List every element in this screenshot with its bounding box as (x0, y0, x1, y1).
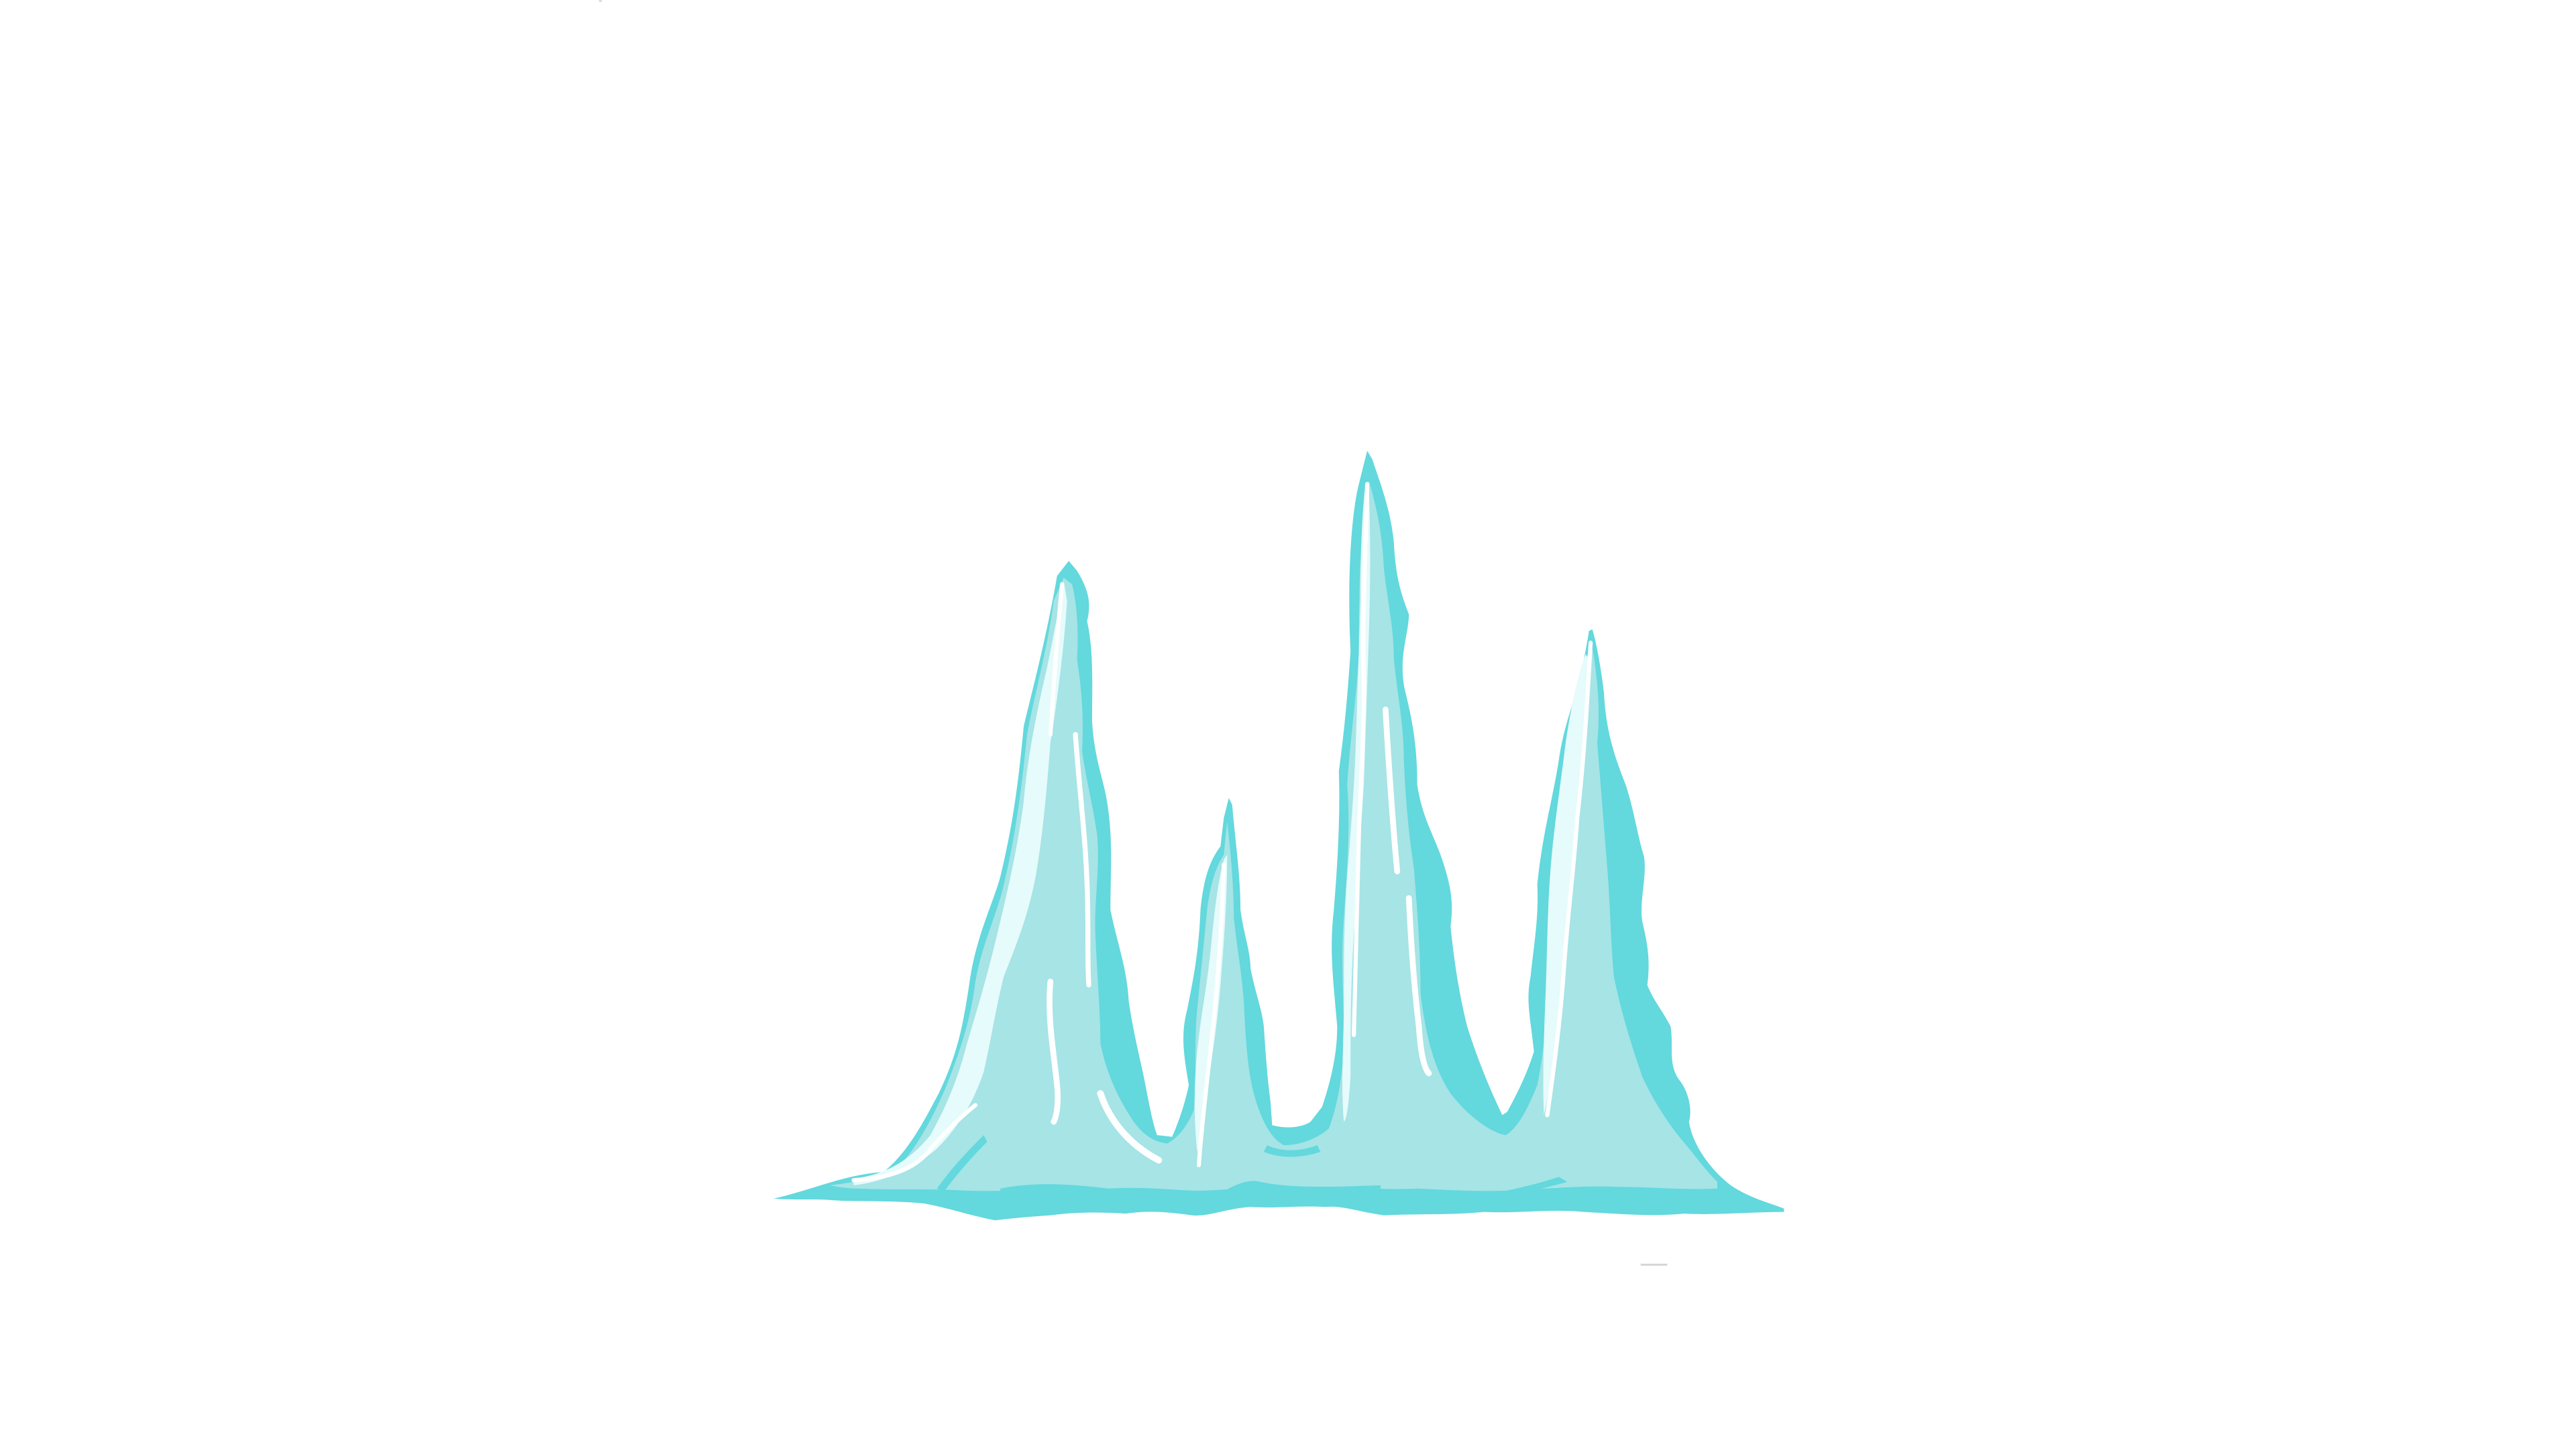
right-spire-highlight (1543, 654, 1589, 1116)
signature-speck (1640, 1263, 1668, 1266)
ice-shine-strokes (851, 482, 1593, 1183)
corner-speck (599, 0, 602, 2)
ground-streaks (936, 1135, 1568, 1199)
left-spire-highlight (853, 580, 1067, 1185)
